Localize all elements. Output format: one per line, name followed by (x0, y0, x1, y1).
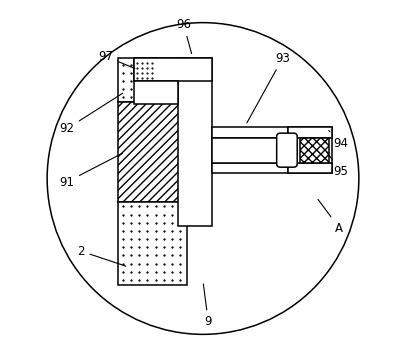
Bar (134, 58, 211, 81)
Bar (287, 162, 331, 173)
Text: 91: 91 (59, 153, 122, 188)
Bar (178, 58, 211, 226)
Text: 2: 2 (77, 245, 126, 266)
Bar (300, 138, 328, 162)
Bar (118, 58, 187, 102)
Text: 97: 97 (98, 50, 134, 69)
Bar (118, 201, 187, 285)
Text: 9: 9 (203, 284, 211, 328)
Text: 92: 92 (59, 93, 122, 135)
FancyBboxPatch shape (276, 133, 296, 167)
Text: 94: 94 (328, 131, 348, 150)
Bar (134, 58, 157, 81)
Bar (211, 138, 287, 162)
Bar (134, 81, 178, 104)
Bar (287, 127, 331, 173)
Bar (211, 127, 287, 138)
Text: 93: 93 (246, 51, 290, 123)
Text: 96: 96 (176, 18, 191, 54)
Bar (287, 127, 331, 138)
Bar (211, 162, 287, 173)
Bar (118, 102, 187, 201)
Text: 95: 95 (326, 152, 348, 178)
Text: A: A (317, 200, 343, 235)
